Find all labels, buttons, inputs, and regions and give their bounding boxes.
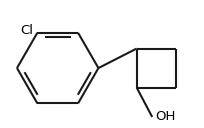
Text: OH: OH bbox=[155, 110, 175, 123]
Text: Cl: Cl bbox=[20, 24, 33, 37]
